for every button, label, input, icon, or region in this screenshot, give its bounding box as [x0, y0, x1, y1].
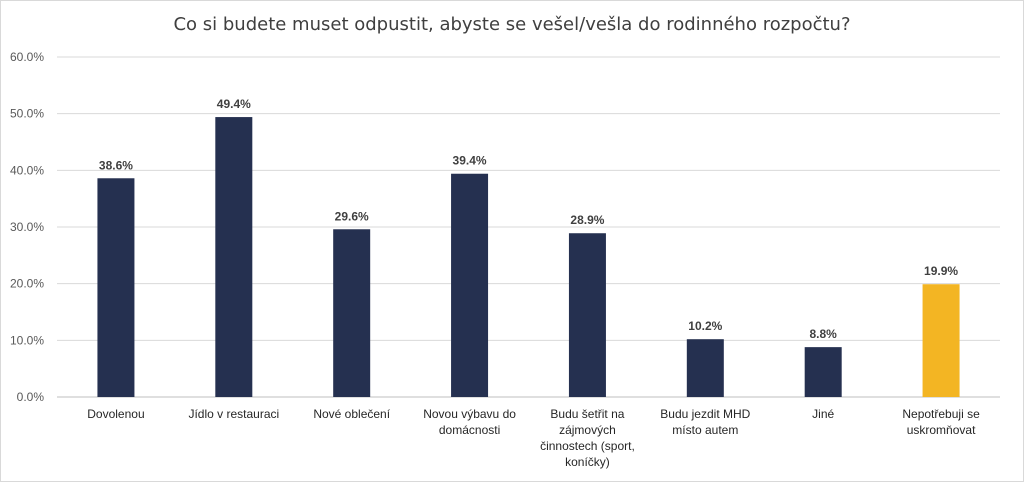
- bar: [804, 347, 842, 397]
- y-tick-label: 0.0%: [17, 390, 45, 404]
- bar: [451, 173, 489, 397]
- data-label: 10.2%: [688, 319, 722, 333]
- data-label: 19.9%: [924, 264, 958, 278]
- data-label: 28.9%: [570, 213, 604, 227]
- data-label: 39.4%: [453, 154, 487, 168]
- bar: [333, 229, 371, 397]
- y-tick-label: 30.0%: [10, 220, 44, 234]
- x-category-label: Budu jezdit MHD místo autem: [660, 407, 750, 437]
- chart-title: Co si budete muset odpustit, abyste se v…: [173, 14, 851, 35]
- y-tick-label: 20.0%: [10, 277, 44, 291]
- y-tick-label: 60.0%: [10, 50, 44, 64]
- data-label: 38.6%: [99, 158, 133, 172]
- x-category-label: Jiné: [812, 407, 834, 421]
- data-label: 8.8%: [810, 327, 838, 341]
- y-tick-label: 10.0%: [10, 333, 44, 347]
- bar: [215, 117, 253, 398]
- x-category-label: Jídlo v restauraci: [188, 407, 279, 421]
- x-category-label: Budu šetřit na zájmových činnostech (sport…: [540, 407, 635, 469]
- bar: [97, 178, 135, 397]
- x-category-label: Nové oblečení: [313, 407, 390, 421]
- bar: [686, 339, 724, 397]
- x-category-label: Dovolenou: [87, 407, 144, 421]
- x-category-label: Nepotřebuji se uskromňovat: [902, 407, 980, 437]
- x-category-label: Novou výbavu do domácnosti: [423, 407, 516, 437]
- bar: [922, 284, 960, 397]
- bar: [568, 233, 606, 397]
- data-label: 29.6%: [335, 209, 369, 223]
- y-tick-label: 40.0%: [10, 163, 44, 177]
- y-tick-label: 50.0%: [10, 107, 44, 121]
- data-label: 49.4%: [217, 97, 251, 111]
